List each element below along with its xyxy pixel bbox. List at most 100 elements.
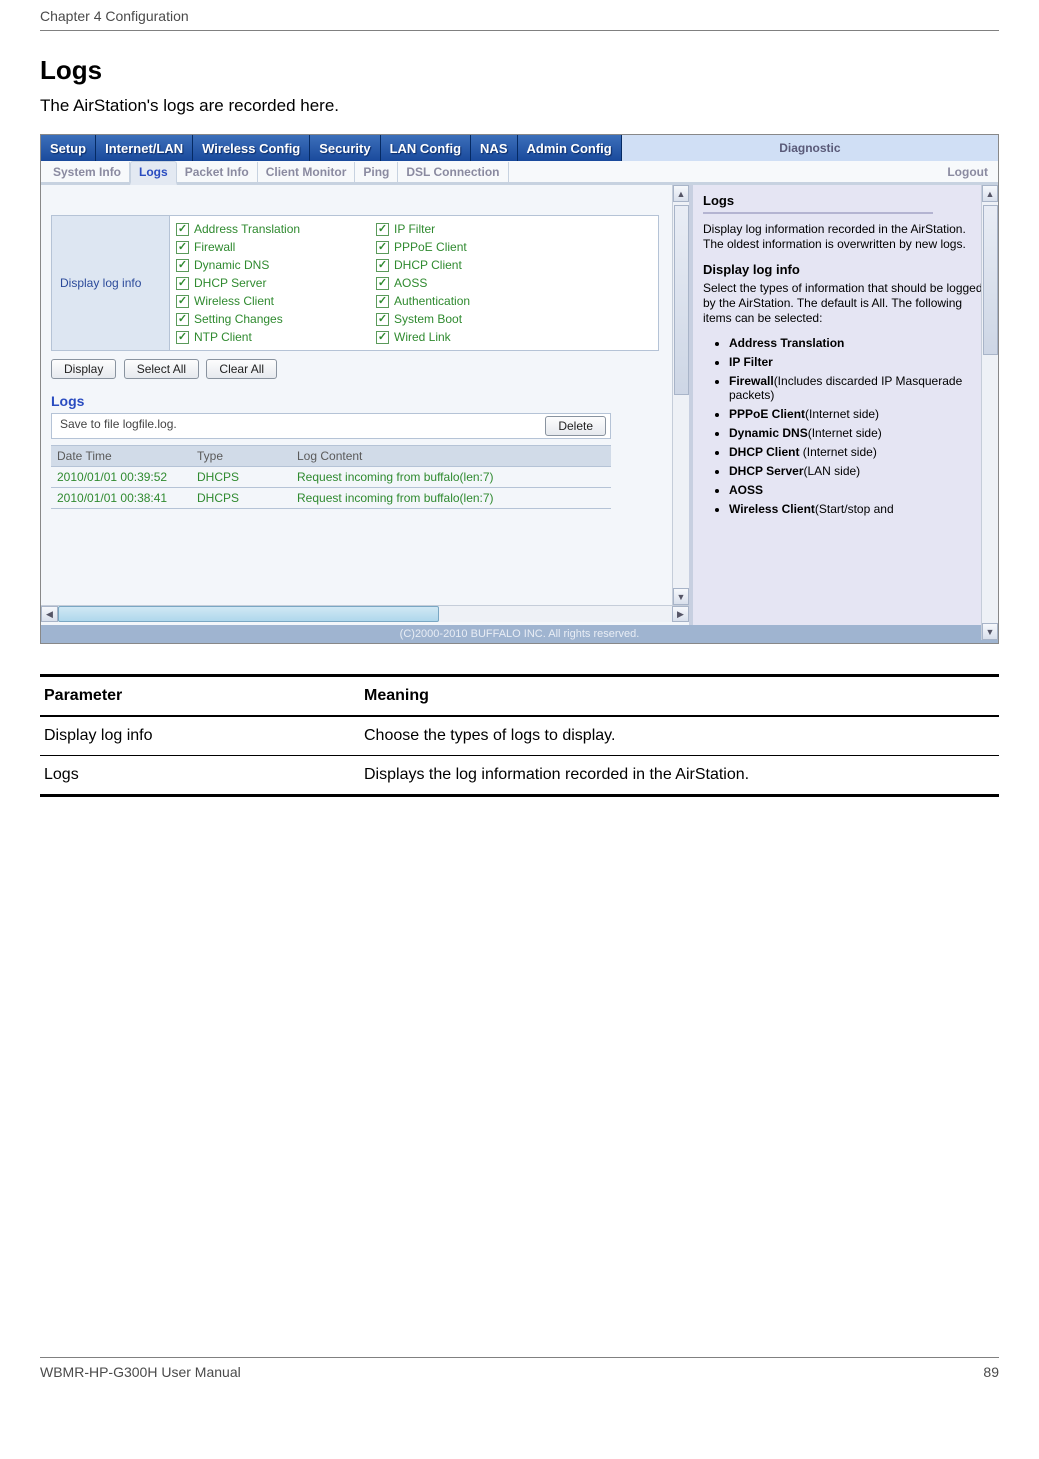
tab-diagnostic[interactable]: Diagnostic	[622, 135, 998, 161]
log-table: Date Time Type Log Content 2010/01/01 00…	[51, 445, 611, 509]
chk-address-translation[interactable]: ✓Address Translation	[176, 220, 376, 238]
chk-dynamic-dns[interactable]: ✓Dynamic DNS	[176, 256, 376, 274]
chk-label: Wireless Client	[194, 294, 274, 308]
param-col-meaning: Meaning	[360, 677, 999, 715]
checkbox-icon: ✓	[176, 259, 189, 272]
chk-label: Address Translation	[194, 222, 300, 236]
param-header: Parameter Meaning	[40, 674, 999, 717]
chk-ntp-client[interactable]: ✓ NTP Client	[176, 328, 376, 346]
help-p2: The oldest information is overwritten by…	[703, 237, 966, 251]
left-pane: Display log info ✓Address Translation ✓F…	[41, 185, 693, 625]
scroll-thumb[interactable]	[983, 205, 998, 355]
tab-security[interactable]: Security	[310, 135, 380, 161]
help-item: PPPoE Client(Internet side)	[729, 407, 988, 421]
help-list: Address Translation IP Filter Firewall(I…	[703, 336, 988, 516]
h-scroll-thumb[interactable]	[58, 606, 439, 622]
tab-setup[interactable]: Setup	[41, 135, 96, 161]
log-row: 2010/01/01 00:38:41 DHCPS Request incomi…	[51, 488, 611, 509]
main-tabs: Setup Internet/LAN Wireless Config Secur…	[41, 135, 998, 161]
cell-type: DHCPS	[191, 488, 291, 508]
param-row: Logs Displays the log information record…	[40, 756, 999, 797]
display-button[interactable]: Display	[51, 359, 116, 379]
button-row: Display Select All Clear All	[51, 359, 679, 379]
chk-wireless-client[interactable]: ✓ Wireless Client	[176, 292, 376, 310]
h-scroll-track[interactable]	[58, 606, 672, 622]
logout-link[interactable]: Logout	[937, 162, 998, 182]
checkbox-icon: ✓	[376, 313, 389, 326]
config-body: Display log info ✓Address Translation ✓F…	[41, 185, 998, 625]
tab-lan-config[interactable]: LAN Config	[381, 135, 471, 161]
logs-heading: Logs	[51, 393, 679, 409]
chk-label: DHCP Server	[194, 276, 266, 290]
help-scrollbar[interactable]: ▲ ▼	[981, 185, 998, 640]
help-pane: Logs Display log information recorded in…	[693, 185, 998, 625]
cell-date-time: 2010/01/01 00:38:41	[51, 488, 191, 508]
checkbox-icon: ✓	[176, 331, 189, 344]
param-meaning: Displays the log information recorded in…	[360, 756, 999, 794]
sub-tabs: System Info Logs Packet Info Client Moni…	[41, 161, 998, 185]
help-item: Dynamic DNS(Internet side)	[729, 426, 988, 440]
param-row: Display log info Choose the types of log…	[40, 717, 999, 756]
scroll-down-icon[interactable]: ▼	[673, 588, 689, 605]
chk-label: AOSS	[394, 276, 427, 290]
help-title: Logs	[703, 193, 988, 208]
help-rule	[703, 212, 933, 214]
col-date-time: Date Time	[51, 446, 191, 466]
select-all-button[interactable]: Select All	[124, 359, 199, 379]
help-h2: Display log info	[703, 262, 988, 277]
checkbox-icon: ✓	[376, 331, 389, 344]
chk-label: Firewall	[194, 240, 235, 254]
help-item: AOSS	[729, 483, 988, 497]
router-screenshot: Setup Internet/LAN Wireless Config Secur…	[40, 134, 999, 644]
checkbox-icon: ✓	[176, 277, 189, 290]
tab-admin-config[interactable]: Admin Config	[518, 135, 622, 161]
subtab-ping[interactable]: Ping	[355, 162, 398, 182]
chk-setting-changes[interactable]: ✓Setting Changes	[176, 310, 376, 328]
chk-label: NTP Client	[194, 330, 252, 344]
chk-firewall[interactable]: ✓ Firewall	[176, 238, 376, 256]
left-h-scrollbar[interactable]: ◀ ▶	[41, 605, 689, 622]
subtab-packet-info[interactable]: Packet Info	[177, 162, 258, 182]
subtab-system-info[interactable]: System Info	[45, 162, 130, 182]
chk-authentication[interactable]: ✓Authentication	[376, 292, 576, 310]
checkbox-icon: ✓	[376, 277, 389, 290]
chk-dhcp-client[interactable]: ✓DHCP Client	[376, 256, 576, 274]
footer-right: 89	[983, 1364, 999, 1380]
tab-wireless-config[interactable]: Wireless Config	[193, 135, 310, 161]
param-name: Logs	[40, 756, 360, 794]
display-log-info-row: Display log info ✓Address Translation ✓F…	[51, 215, 659, 351]
logs-toolbar: Save to file logfile.log. Delete	[51, 413, 611, 439]
scroll-down-icon[interactable]: ▼	[982, 623, 998, 640]
scroll-thumb[interactable]	[674, 205, 689, 395]
help-item: DHCP Server(LAN side)	[729, 464, 988, 478]
chk-ip-filter[interactable]: ✓IP Filter	[376, 220, 576, 238]
subtab-dsl-connection[interactable]: DSL Connection	[398, 162, 508, 182]
chk-aoss[interactable]: ✓ AOSS	[376, 274, 576, 292]
clear-all-button[interactable]: Clear All	[206, 359, 277, 379]
checkbox-icon: ✓	[376, 241, 389, 254]
chk-wired-link[interactable]: ✓Wired Link	[376, 328, 576, 346]
delete-button[interactable]: Delete	[545, 416, 606, 436]
subtab-logs[interactable]: Logs	[130, 161, 177, 185]
checkbox-icon: ✓	[176, 241, 189, 254]
help-item: Firewall(Includes discarded IP Masquerad…	[729, 374, 988, 402]
scroll-up-icon[interactable]: ▲	[673, 185, 689, 202]
subtab-client-monitor[interactable]: Client Monitor	[258, 162, 356, 182]
param-name: Display log info	[40, 717, 360, 755]
tab-nas[interactable]: NAS	[471, 135, 517, 161]
chk-pppoe-client[interactable]: ✓ PPPoE Client	[376, 238, 576, 256]
col-type: Type	[191, 446, 291, 466]
cell-log-content: Request incoming from buffalo(len:7)	[291, 488, 611, 508]
checkbox-icon: ✓	[176, 295, 189, 308]
scroll-left-icon[interactable]: ◀	[41, 606, 58, 622]
chk-dhcp-server[interactable]: ✓ DHCP Server	[176, 274, 376, 292]
scroll-up-icon[interactable]: ▲	[982, 185, 998, 202]
help-p3: Select the types of information that sho…	[703, 281, 988, 326]
chk-system-boot[interactable]: ✓System Boot	[376, 310, 576, 328]
tab-internet-lan[interactable]: Internet/LAN	[96, 135, 193, 161]
chk-label: Setting Changes	[194, 312, 283, 326]
chk-label: PPPoE Client	[394, 240, 467, 254]
chk-label: Authentication	[394, 294, 470, 308]
scroll-right-icon[interactable]: ▶	[672, 606, 689, 622]
left-scrollbar[interactable]: ▲ ▼	[672, 185, 689, 605]
